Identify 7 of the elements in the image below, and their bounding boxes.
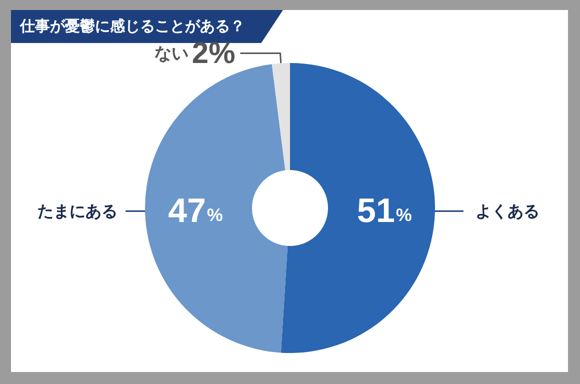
slice-label: ない <box>154 44 189 63</box>
slice-label: たまにある <box>38 202 118 221</box>
data-label: 47% <box>168 192 223 230</box>
data-label: 51% <box>357 192 412 230</box>
chart-title: 仕事が憂鬱に感じることがある？ <box>20 17 245 35</box>
data-label: 2% <box>192 36 236 70</box>
slice-label: よくある <box>475 202 540 221</box>
